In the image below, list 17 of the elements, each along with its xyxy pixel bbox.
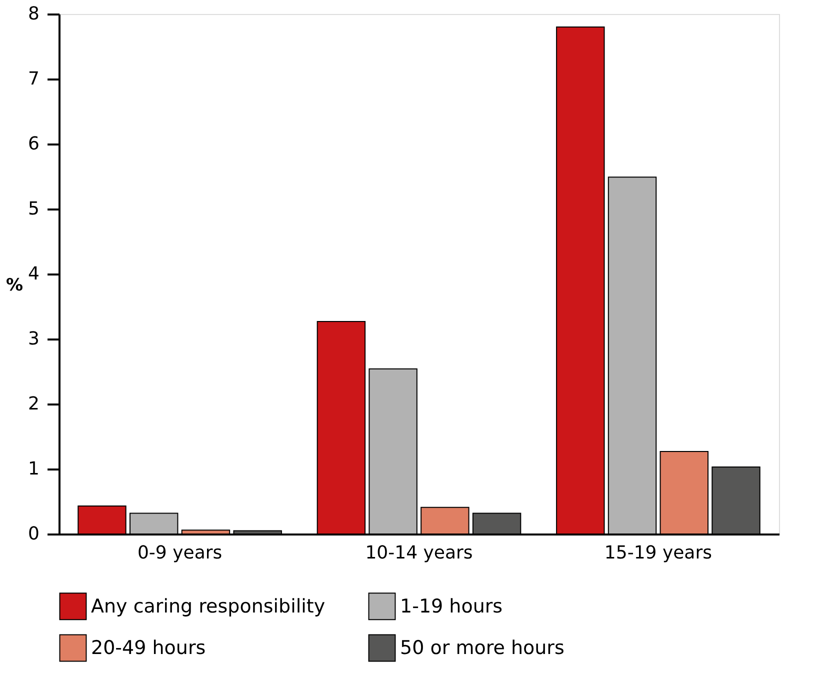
y-tick-label: 2 [28,394,40,414]
y-tick-label: 3 [28,328,40,350]
legend-label: Any caring responsibility [91,595,326,618]
x-tick-label: 10-14 years [365,542,473,564]
y-tick-label: 4 [28,264,40,284]
x-tick-label: 15-19 years [604,542,712,564]
y-tick-label: 8 [28,4,40,24]
y-axis-title: % [6,276,24,296]
legend-label: 20-49 hours [91,637,206,659]
y-tick-label: 1 [28,458,40,480]
legend-label: 50 or more hours [400,637,564,659]
y-tick-label: 0 [28,524,40,544]
y-tick-label: 7 [28,68,40,90]
y-tick-label: 6 [28,134,40,154]
x-tick-label: 0-9 years [137,542,222,564]
legend-label: 1-19 hours [400,595,503,618]
y-tick-label: 5 [28,198,40,220]
